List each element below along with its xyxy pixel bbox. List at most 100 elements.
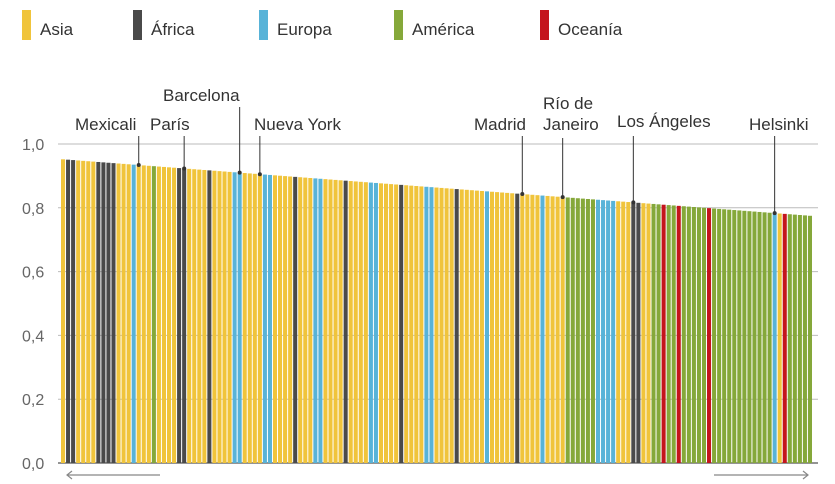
bar (414, 186, 419, 463)
bar (712, 208, 717, 463)
bar (762, 212, 767, 463)
bar (338, 180, 343, 464)
bar (807, 215, 812, 463)
bar (782, 213, 787, 463)
bar (434, 187, 439, 464)
annotations: Mexicali París Barcelona Nueva York Madrid Rí… (75, 86, 809, 216)
legend-swatch-europa (259, 10, 268, 40)
annotation-dot (182, 166, 187, 171)
bar (540, 195, 545, 463)
bar (772, 213, 777, 463)
bar (222, 171, 227, 463)
bar (71, 160, 76, 463)
bar (121, 163, 126, 463)
bar (469, 190, 474, 463)
bar (570, 197, 575, 463)
bar (631, 202, 636, 464)
bar (384, 183, 389, 464)
bar (131, 164, 136, 463)
bar (111, 163, 116, 463)
annotation-label: Los Ángeles (617, 112, 711, 131)
bar (500, 192, 505, 463)
bar (293, 176, 298, 464)
y-tick-label: 0,4 (22, 328, 44, 345)
bar (797, 215, 802, 463)
bar (752, 211, 757, 463)
bar (474, 190, 479, 463)
bar (701, 207, 707, 463)
annotation-dot (772, 211, 777, 216)
bar (101, 162, 106, 464)
legend-swatch-america (394, 10, 403, 40)
bar (358, 181, 363, 463)
bar (560, 197, 565, 463)
bar (283, 176, 288, 463)
bar (237, 172, 242, 463)
bar (66, 159, 71, 463)
scroll-right-arrow[interactable] (714, 470, 809, 480)
bar (671, 205, 676, 463)
bar (353, 181, 358, 463)
bar (636, 202, 641, 464)
bar (298, 177, 303, 464)
bar (323, 179, 328, 463)
bar (449, 188, 454, 463)
bar (565, 197, 570, 463)
bar (242, 173, 247, 464)
bar (409, 185, 414, 463)
bar (737, 210, 742, 463)
bar (404, 185, 409, 463)
bar (363, 182, 368, 463)
bar (81, 160, 86, 463)
bar (308, 178, 313, 463)
bar (348, 181, 353, 463)
y-tick-label: 0,0 (22, 456, 44, 473)
bar (555, 196, 560, 463)
bar (207, 170, 212, 463)
bar (192, 169, 197, 464)
bar (767, 212, 772, 463)
scroll-left-arrow[interactable] (66, 470, 160, 480)
bar (262, 174, 267, 463)
annotation-label: Helsinki (749, 115, 809, 134)
annotation-dot (560, 195, 565, 200)
annotation-dot (136, 163, 141, 168)
bar (686, 206, 691, 463)
bar (151, 166, 156, 463)
bar (626, 202, 631, 464)
y-tick-label: 1,0 (22, 137, 44, 154)
bar (161, 166, 166, 463)
bar (525, 194, 530, 463)
annotation-label: Barcelona (163, 86, 240, 105)
bar (91, 161, 96, 463)
bar (489, 191, 495, 464)
bar (389, 184, 394, 464)
bar (172, 167, 177, 463)
bar (399, 184, 404, 463)
bar (484, 191, 489, 464)
bar (505, 192, 510, 463)
y-tick-label: 0,8 (22, 201, 44, 218)
bar (590, 199, 595, 463)
legend-label-africa: África (151, 20, 195, 39)
bar (217, 171, 222, 463)
bar (646, 203, 651, 463)
bar (580, 198, 585, 464)
bar (313, 178, 318, 463)
annotation-label: Río de Janeiro (543, 94, 599, 134)
bar (611, 200, 616, 463)
bar (691, 207, 696, 463)
bar (676, 205, 681, 464)
bar (681, 206, 686, 464)
annotation-label: Madrid (474, 115, 526, 134)
bar (126, 164, 131, 463)
bar (378, 183, 384, 463)
bar (136, 165, 141, 463)
y-tick-label: 0,2 (22, 392, 44, 409)
bar (429, 187, 434, 463)
y-axis-ticks: 0,0 0,2 0,4 0,6 0,8 1,0 (22, 137, 44, 473)
bar (616, 201, 621, 463)
bar (182, 168, 187, 463)
bar (444, 188, 449, 463)
